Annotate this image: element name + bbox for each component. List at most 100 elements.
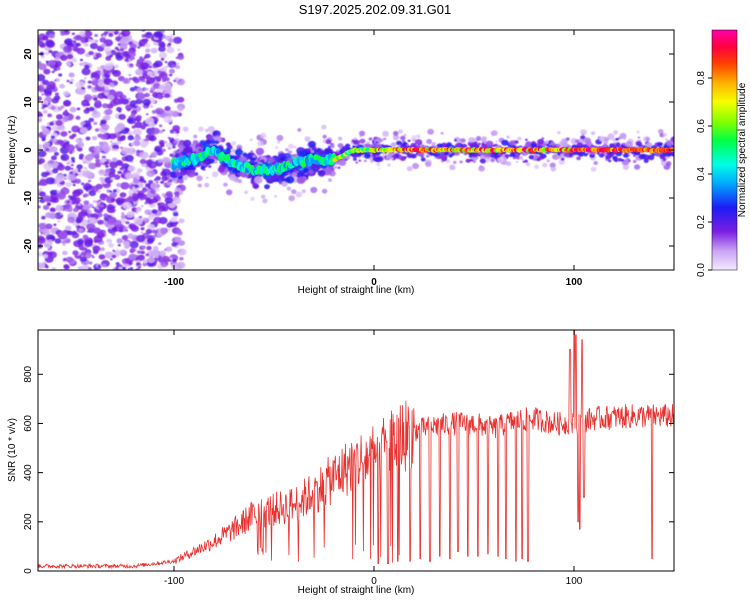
spectrogram-blob: [85, 154, 94, 161]
spectrogram-blob: [155, 78, 161, 82]
spectrogram-blob: [38, 222, 47, 229]
spectrogram-blob: [38, 187, 43, 191]
spectrogram-blob: [172, 258, 177, 263]
spectrogram-blob: [92, 227, 101, 234]
spectrogram-blob: [120, 214, 127, 219]
spectrogram-blob: [355, 161, 359, 164]
spectrogram-blob: [77, 240, 84, 245]
spectrogram-blob: [76, 87, 86, 95]
spectrogram-blob: [79, 256, 87, 263]
spectrogram-xlabel: Height of straight line (km): [298, 285, 415, 296]
spectrogram-ytick-label: 0: [23, 147, 34, 153]
spectrogram-blob: [139, 158, 147, 165]
spectrogram-blob: [666, 143, 670, 146]
spectrogram-blob: [162, 129, 166, 132]
spectrogram-blob: [538, 155, 545, 160]
spectrogram-blob: [498, 153, 503, 157]
spectrogram-blob: [108, 133, 117, 140]
spectrogram-blob: [305, 174, 309, 178]
spectrogram-blob: [103, 213, 109, 218]
spectrogram-blob: [531, 143, 537, 148]
spectrogram-ytick-label: 20: [23, 48, 34, 60]
spectrogram-blob: [172, 212, 179, 217]
spectrogram-blob: [359, 138, 366, 144]
spectrogram-blob: [47, 246, 51, 249]
spectrogram-blob: [158, 205, 166, 212]
spectrogram-blob: [45, 39, 55, 47]
spectrogram-blob: [166, 46, 175, 54]
spectrogram-blob: [611, 143, 618, 149]
spectrogram-blob: [431, 142, 437, 146]
snr-ytick-label: 800: [23, 365, 34, 382]
spectrogram-blob: [517, 136, 522, 141]
spectrogram-blob: [505, 161, 512, 167]
spectrogram-blob: [534, 164, 539, 169]
spectrogram-blob: [80, 251, 87, 257]
spectrogram-blob: [276, 134, 284, 142]
spectrogram-blob: [173, 79, 177, 83]
spectrogram-blob: [671, 153, 674, 157]
spectrogram-blob: [165, 262, 169, 265]
spectrogram-blob: [64, 225, 72, 231]
spectrogram-blob: [177, 48, 181, 52]
spectrogram-blob: [43, 162, 53, 170]
spectrogram-blob: [311, 147, 317, 151]
spectrogram-blob: [645, 142, 653, 148]
spectrogram-blob: [307, 140, 316, 148]
spectrogram-blob: [43, 88, 53, 95]
spectrogram-blob: [98, 254, 106, 260]
spectrogram-blob: [397, 129, 403, 134]
colorbar-tick-label: 0.2: [696, 215, 707, 229]
spectrogram-blob: [42, 254, 49, 259]
spectrogram-blob: [161, 66, 168, 71]
spectrogram-blob: [142, 217, 147, 221]
spectrogram-blob: [157, 242, 162, 246]
spectrogram-blob: [146, 170, 155, 178]
spectrogram-blob: [100, 133, 108, 140]
spectrogram-blob: [328, 178, 332, 182]
spectrogram-blob: [75, 218, 82, 224]
spectrogram-ridge: [171, 145, 674, 176]
spectrogram-blob: [116, 160, 124, 166]
spectrogram-blob: [56, 114, 63, 120]
spectrogram-blob: [178, 81, 183, 85]
spectrogram-blob: [63, 115, 69, 120]
spectrogram-blob: [64, 204, 70, 210]
spectrogram-blob: [147, 199, 154, 205]
spectrogram-blob: [137, 168, 143, 173]
spectrogram-blob: [72, 40, 77, 43]
spectrogram-blob: [66, 79, 70, 83]
spectrogram-blob: [168, 68, 175, 74]
spectrogram-blob: [99, 72, 103, 76]
spectrogram-blob: [407, 139, 411, 142]
spectrogram-blob: [68, 72, 75, 78]
spectrogram-blob: [97, 264, 101, 267]
colorbar-ticks: 0.0 0.2 0.4 0.6 0.8: [696, 71, 712, 277]
spectrogram-blob: [113, 250, 116, 253]
spectrogram-blob: [76, 164, 83, 170]
spectrogram-blob: [98, 199, 102, 202]
spectrogram-blob: [94, 86, 100, 91]
spectrogram-blob: [171, 242, 178, 247]
spectrogram-blob: [153, 82, 161, 89]
spectrogram-blob: [374, 138, 382, 145]
spectrogram-blob: [54, 151, 59, 156]
spectrogram-blob: [70, 212, 76, 217]
spectrogram-blob: [179, 169, 187, 176]
spectrogram-blob: [308, 169, 314, 174]
spectrogram-blob: [62, 111, 70, 117]
spectrogram-blob: [425, 154, 430, 158]
spectrogram-blob: [146, 245, 152, 251]
spectrogram-blob: [478, 165, 485, 172]
spectrogram-blob: [254, 176, 263, 184]
spectrogram-blob: [337, 143, 344, 148]
spectrogram-blob: [78, 228, 84, 233]
spectrogram-blob: [100, 119, 107, 125]
spectrogram-blob: [257, 140, 264, 147]
spectrogram-blob: [151, 209, 158, 214]
spectrogram-blob: [68, 151, 73, 154]
spectrogram-blob: [322, 134, 327, 139]
spectrogram-blob: [168, 73, 173, 77]
spectrogram-blob: [110, 140, 113, 143]
spectrogram-blob: [370, 159, 374, 163]
